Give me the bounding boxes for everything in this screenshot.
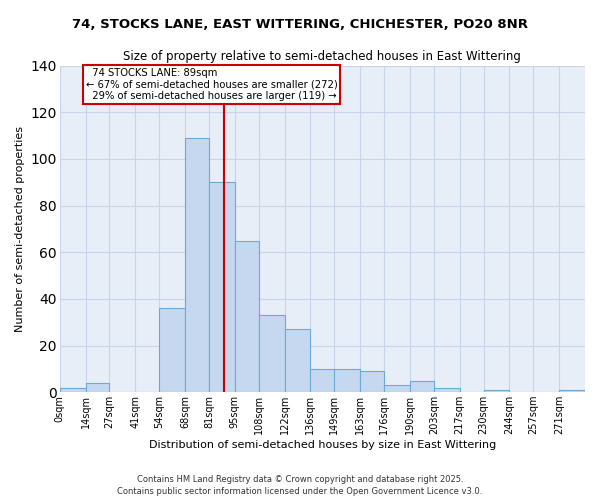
- Bar: [259, 315, 284, 392]
- Bar: [235, 240, 259, 392]
- Bar: [559, 390, 585, 392]
- Bar: [209, 182, 235, 392]
- Text: 74 STOCKS LANE: 89sqm
← 67% of semi-detached houses are smaller (272)
  29% of s: 74 STOCKS LANE: 89sqm ← 67% of semi-deta…: [86, 68, 337, 101]
- Bar: [310, 369, 334, 392]
- Bar: [484, 390, 509, 392]
- Bar: [86, 383, 109, 392]
- Title: Size of property relative to semi-detached houses in East Wittering: Size of property relative to semi-detach…: [124, 50, 521, 63]
- Bar: [185, 138, 209, 392]
- Text: Contains HM Land Registry data © Crown copyright and database right 2025.
Contai: Contains HM Land Registry data © Crown c…: [118, 474, 482, 496]
- Bar: [334, 369, 360, 392]
- Bar: [284, 329, 310, 392]
- Bar: [60, 388, 86, 392]
- X-axis label: Distribution of semi-detached houses by size in East Wittering: Distribution of semi-detached houses by …: [149, 440, 496, 450]
- Bar: [410, 380, 434, 392]
- Bar: [384, 385, 410, 392]
- Y-axis label: Number of semi-detached properties: Number of semi-detached properties: [15, 126, 25, 332]
- Bar: [434, 388, 460, 392]
- Bar: [360, 371, 384, 392]
- Text: 74, STOCKS LANE, EAST WITTERING, CHICHESTER, PO20 8NR: 74, STOCKS LANE, EAST WITTERING, CHICHES…: [72, 18, 528, 30]
- Bar: [159, 308, 185, 392]
